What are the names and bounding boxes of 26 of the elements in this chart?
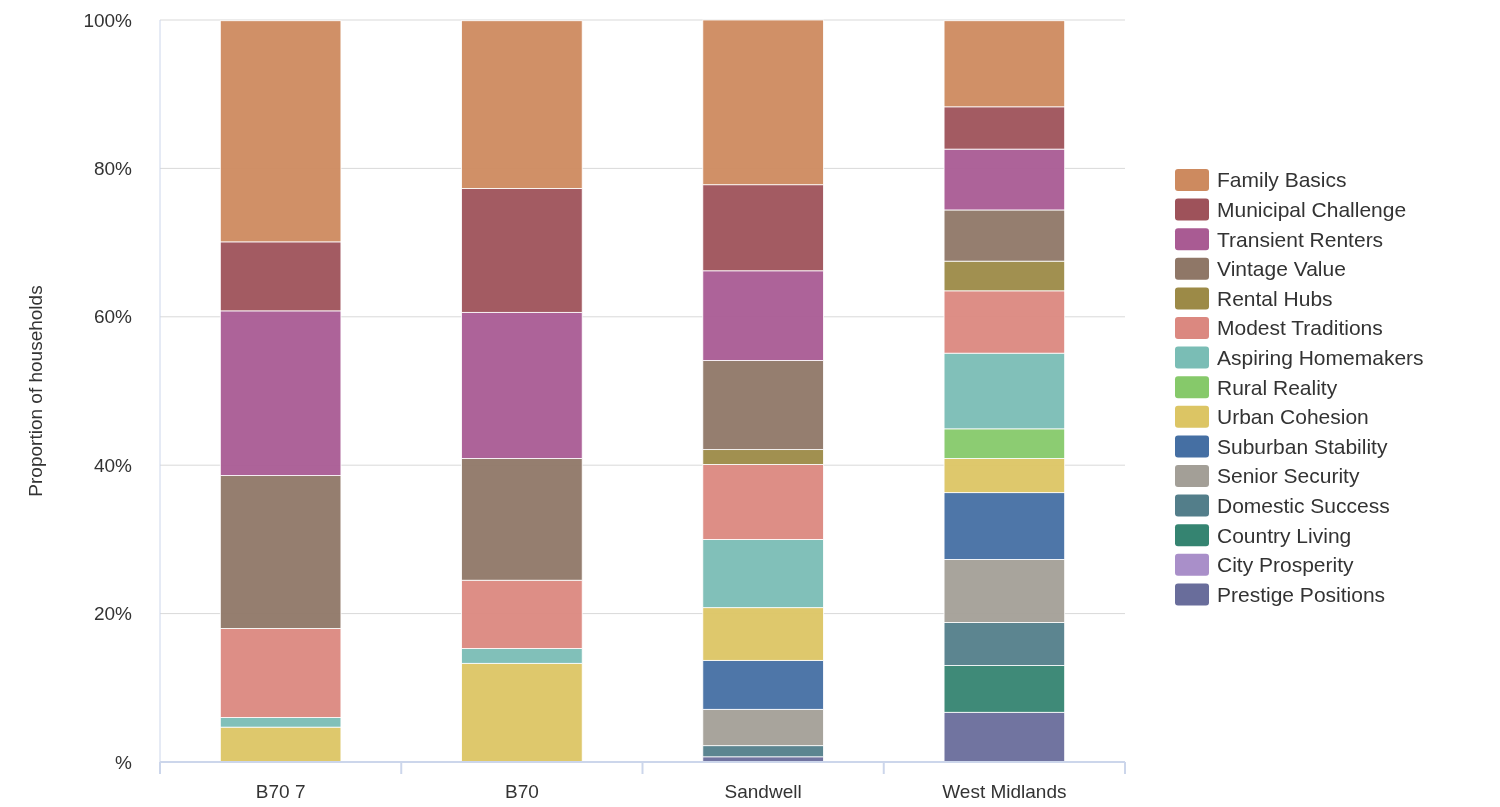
legend-label: Rental Hubs xyxy=(1217,286,1333,310)
legend-label: Aspiring Homemakers xyxy=(1217,345,1424,369)
x-tick-label: B70 7 xyxy=(255,781,306,802)
y-tick-label: % xyxy=(115,751,133,773)
x-tick-label: West Midlands xyxy=(942,781,1067,802)
legend-label: Municipal Challenge xyxy=(1217,197,1407,221)
y-tick-label: 40% xyxy=(93,454,133,476)
x-tick-label: B70 xyxy=(504,781,539,802)
legend-label: Urban Cohesion xyxy=(1217,405,1369,429)
y-tick-label: 100% xyxy=(83,9,133,31)
y-axis-title: Proportion of households xyxy=(25,285,46,497)
legend-label: City Prosperity xyxy=(1217,553,1355,577)
y-tick-label: 80% xyxy=(93,158,133,180)
legend-label: Vintage Value xyxy=(1217,257,1346,281)
legend-label: Family Basics xyxy=(1217,168,1347,192)
legend-label: Modest Traditions xyxy=(1217,316,1383,340)
legend-label: Domestic Success xyxy=(1217,493,1390,517)
x-tick-label: Sandwell xyxy=(724,781,802,802)
legend-label: Suburban Stability xyxy=(1217,434,1388,458)
legend-label: Country Living xyxy=(1217,523,1352,547)
y-tick-label: 20% xyxy=(93,603,133,625)
legend-label: Senior Security xyxy=(1217,464,1360,488)
y-tick-label: 60% xyxy=(93,306,133,328)
legend-label: Prestige Positions xyxy=(1217,582,1386,606)
legend-label: Rural Reality xyxy=(1217,375,1338,399)
legend-label: Transient Renters xyxy=(1217,227,1384,251)
